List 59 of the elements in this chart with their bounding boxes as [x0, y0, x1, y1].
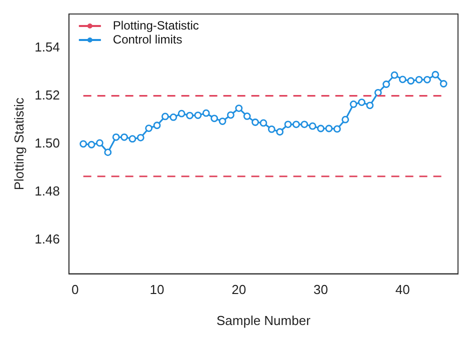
point — [235, 104, 243, 112]
point — [153, 122, 161, 130]
point — [178, 110, 186, 118]
point — [374, 88, 382, 96]
point — [80, 140, 88, 148]
point — [170, 114, 178, 121]
point — [104, 148, 112, 156]
point — [358, 98, 366, 106]
point — [268, 126, 276, 133]
y-axis-title: Plotting Statistic — [11, 97, 26, 190]
point — [432, 70, 440, 78]
x-tick-label: 10 — [150, 282, 164, 298]
y-tick-label: 1.54 — [34, 39, 60, 54]
legend-label: Control limits — [112, 32, 182, 46]
point — [415, 76, 423, 84]
y-tick-label: 1.48 — [34, 184, 60, 199]
x-tick-label: 30 — [314, 282, 328, 298]
legend-label: Plotting-Statistic — [112, 18, 199, 32]
point — [210, 114, 218, 122]
point — [317, 124, 324, 132]
point — [186, 112, 194, 120]
point — [440, 80, 448, 88]
point — [382, 80, 390, 88]
point — [398, 76, 406, 84]
point — [325, 124, 333, 132]
point — [145, 124, 153, 132]
point — [284, 120, 292, 128]
point — [350, 100, 358, 108]
point — [407, 77, 415, 85]
y-tick-label: 1.52 — [34, 87, 60, 102]
point — [308, 122, 316, 130]
point — [292, 120, 300, 128]
point — [88, 140, 96, 148]
point — [300, 120, 308, 128]
point — [218, 118, 226, 125]
point — [161, 112, 169, 120]
point — [227, 111, 234, 119]
point — [390, 71, 398, 79]
x-axis-title: Sample Number — [216, 312, 312, 328]
point — [260, 119, 268, 127]
point — [333, 125, 341, 133]
point — [243, 112, 251, 120]
point — [366, 102, 374, 110]
point — [276, 128, 284, 136]
y-tick-label: 1.50 — [34, 135, 60, 150]
point — [128, 135, 136, 143]
y-tick-label: 1.46 — [34, 232, 60, 247]
point — [194, 112, 202, 119]
point — [136, 134, 144, 142]
x-tick-label: 40 — [395, 282, 410, 298]
x-tick-label: 20 — [232, 282, 246, 298]
point — [252, 118, 259, 126]
point — [96, 139, 104, 147]
point — [424, 76, 431, 84]
point — [120, 133, 128, 141]
point — [342, 116, 350, 124]
point — [112, 133, 120, 141]
point — [202, 109, 210, 117]
x-tick-label: 0 — [72, 282, 79, 298]
